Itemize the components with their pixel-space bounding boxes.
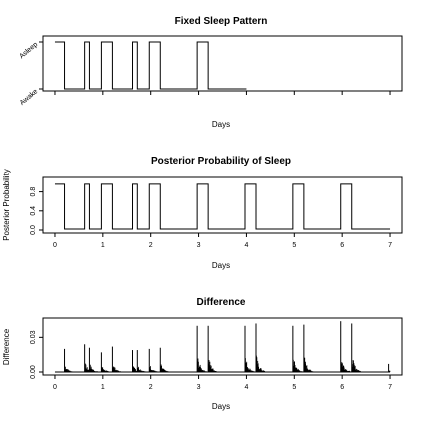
x-tick-label: 3: [197, 242, 201, 249]
posterior-probability-line: [54, 183, 391, 230]
y-tick-label: Awake: [19, 88, 40, 107]
x-tick-label: 6: [340, 384, 344, 391]
y-tick-label: Asleep: [18, 41, 39, 60]
y-tick-label: 0.03: [30, 330, 37, 344]
y-axis-label: Posterior Probability: [2, 169, 11, 241]
difference-noise: [54, 355, 391, 373]
y-axis-label: Difference: [2, 328, 11, 365]
x-tick-label: 2: [149, 242, 153, 249]
x-tick-label: 4: [244, 384, 248, 391]
sleep-pattern-line: [54, 41, 247, 90]
y-tick-label: 0.00: [30, 365, 37, 379]
x-tick-label: 1: [101, 242, 105, 249]
panel-fixed-sleep-pattern: Fixed Sleep Pattern Awake Asleep Days: [18, 16, 403, 129]
plot-frame: [42, 176, 403, 234]
y-tick-label: 0.4: [30, 206, 37, 216]
chart-title: Posterior Probability of Sleep: [151, 156, 291, 167]
x-tick-label: 0: [53, 242, 57, 249]
x-tick-label: 1: [101, 384, 105, 391]
x-tick-label: 2: [149, 384, 153, 391]
panel-difference: Difference 0.00 0.03 0 1 2 3 4 5 6 7 Days Differ…: [2, 297, 403, 411]
x-tick-label: 4: [244, 242, 248, 249]
x-tick-label: 7: [388, 384, 392, 391]
plot-frame: [42, 317, 403, 376]
x-axis-label: Days: [212, 120, 230, 129]
x-tick-label: 0: [53, 384, 57, 391]
x-axis-label: Days: [212, 402, 230, 411]
y-tick-label: 0.0: [30, 225, 37, 235]
x-tick-label: 5: [292, 242, 296, 249]
panel-posterior-probability: Posterior Probability of Sleep 0.0 0.4 0.8…: [2, 156, 403, 270]
x-axis-label: Days: [212, 261, 230, 270]
x-tick-label: 7: [388, 242, 392, 249]
plot-frame: [42, 35, 403, 92]
y-tick-label: 0.8: [30, 187, 37, 197]
chart-title: Fixed Sleep Pattern: [175, 16, 268, 27]
x-tick-label: 5: [292, 384, 296, 391]
x-tick-label: 3: [197, 384, 201, 391]
x-tick-label: 6: [340, 242, 344, 249]
chart-title: Difference: [197, 297, 246, 308]
